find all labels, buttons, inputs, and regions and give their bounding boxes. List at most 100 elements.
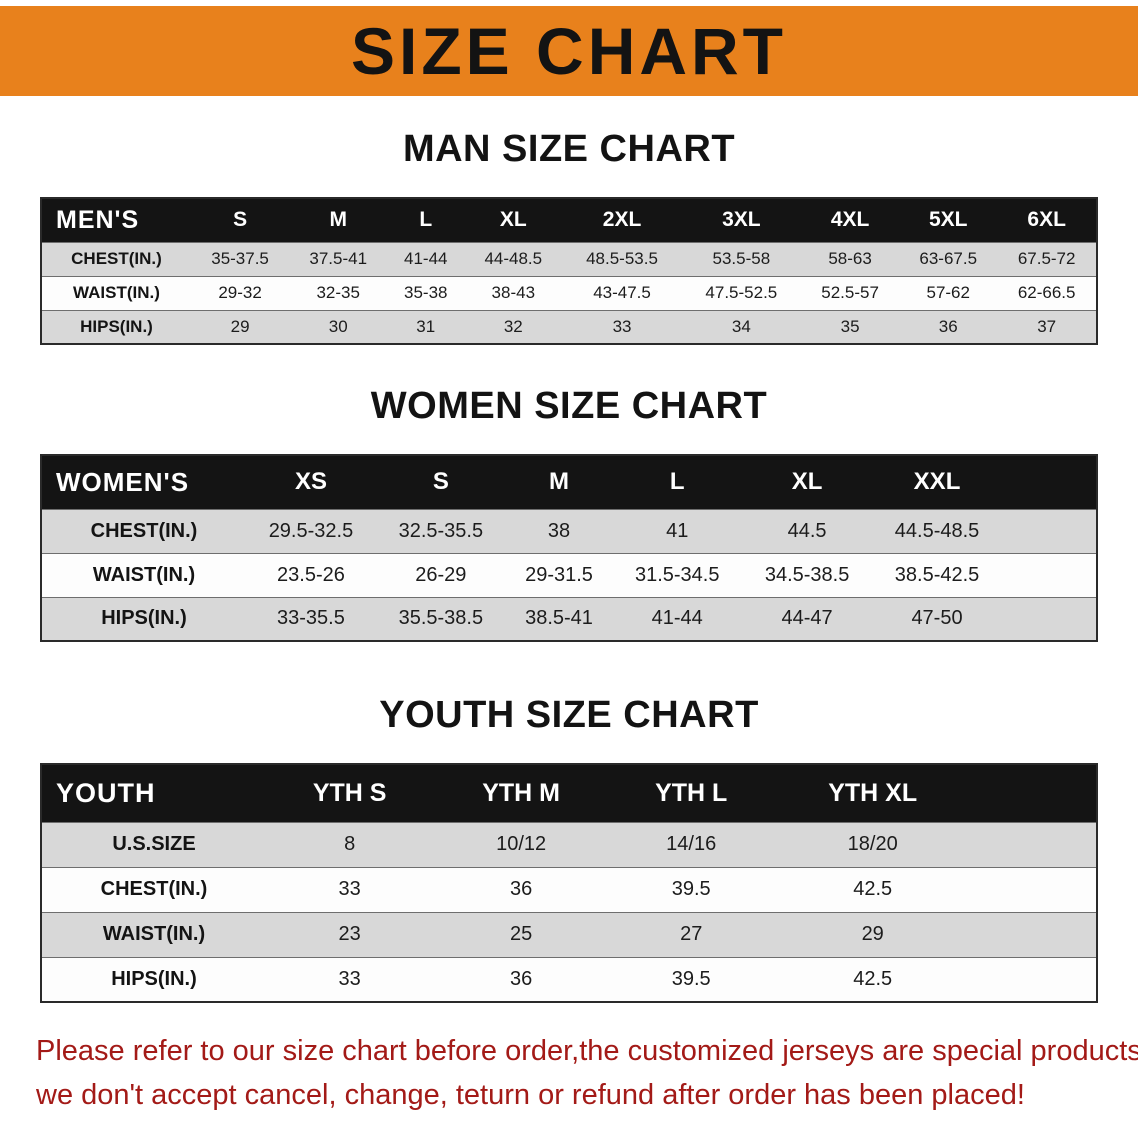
- size-value-cell: 38-43: [464, 275, 563, 310]
- filler-cell: [972, 821, 1097, 867]
- table-row: U.S.SIZE 8 10/12 14/16 18/20: [41, 821, 1097, 867]
- filler-cell: [1002, 455, 1097, 509]
- size-value-cell: 44-48.5: [464, 241, 563, 276]
- men-size-section: MAN SIZE CHART MEN'S S M L XL 2XL 3XL 4XL 5XL 6XL…: [0, 128, 1138, 345]
- order-notice: Please refer to our size chart before or…: [36, 1029, 1138, 1117]
- table-title-cell: MEN'S: [41, 198, 191, 242]
- size-column-header: 2XL: [562, 198, 682, 242]
- size-value-cell: 36: [433, 956, 610, 1002]
- size-value-cell: 14/16: [609, 821, 774, 867]
- table-row: WAIST(IN.) 23.5-26 26-29 29-31.5 31.5-34.5 34…: [41, 552, 1097, 597]
- row-label-cell: WAIST(IN.): [41, 552, 246, 597]
- size-value-cell: 41: [612, 508, 743, 553]
- size-value-cell: 31.5-34.5: [612, 552, 743, 597]
- size-column-header: 4XL: [801, 198, 900, 242]
- size-value-cell: 33: [266, 956, 434, 1002]
- size-value-cell: 42.5: [773, 956, 972, 1002]
- filler-cell: [1002, 596, 1097, 641]
- size-column-header: M: [505, 455, 613, 509]
- size-value-cell: 57-62: [899, 275, 998, 310]
- row-label-cell: CHEST(IN.): [41, 866, 266, 912]
- size-value-cell: 25: [433, 911, 610, 957]
- size-value-cell: 41-44: [387, 241, 465, 276]
- women-size-table: WOMEN'S XS S M L XL XXL CHEST(IN.) 29.5-32.5 32.5…: [40, 454, 1098, 642]
- filler-cell: [1002, 508, 1097, 553]
- table-row: WAIST(IN.) 29-32 32-35 35-38 38-43 43-47.5 47.…: [41, 275, 1097, 310]
- row-label-cell: CHEST(IN.): [41, 241, 191, 276]
- size-value-cell: 39.5: [609, 956, 774, 1002]
- size-value-cell: 37: [997, 309, 1097, 344]
- row-label-cell: HIPS(IN.): [41, 956, 266, 1002]
- size-column-header: 6XL: [997, 198, 1097, 242]
- size-value-cell: 31: [387, 309, 465, 344]
- size-value-cell: 32: [464, 309, 563, 344]
- size-column-header: S: [375, 455, 506, 509]
- table-row: HIPS(IN.) 29 30 31 32 33 34 35 36 37: [41, 309, 1097, 344]
- size-value-cell: 27: [609, 911, 774, 957]
- size-value-cell: 23.5-26: [246, 552, 376, 597]
- size-value-cell: 32.5-35.5: [375, 508, 506, 553]
- size-value-cell: 44.5-48.5: [872, 508, 1002, 553]
- size-column-header: YTH S: [266, 764, 434, 822]
- size-value-cell: 62-66.5: [997, 275, 1097, 310]
- size-value-cell: 38.5-41: [505, 596, 613, 641]
- size-column-header: XL: [464, 198, 563, 242]
- filler-cell: [972, 764, 1097, 822]
- size-value-cell: 47-50: [872, 596, 1002, 641]
- women-section-heading: WOMEN SIZE CHART: [370, 385, 768, 427]
- size-value-cell: 52.5-57: [801, 275, 900, 310]
- women-size-section: WOMEN SIZE CHART WOMEN'S XS S M L XL XXL CHEST(…: [0, 385, 1138, 642]
- size-value-cell: 29: [773, 911, 972, 957]
- size-value-cell: 58-63: [801, 241, 900, 276]
- banner-title: SIZE CHART: [351, 14, 787, 88]
- filler-cell: [972, 866, 1097, 912]
- row-label-cell: CHEST(IN.): [41, 508, 246, 553]
- table-row: CHEST(IN.) 33 36 39.5 42.5: [41, 866, 1097, 912]
- youth-section-heading: YOUTH SIZE CHART: [379, 694, 759, 736]
- size-value-cell: 42.5: [773, 866, 972, 912]
- table-row: CHEST(IN.) 35-37.5 37.5-41 41-44 44-48.5 48.5…: [41, 241, 1097, 276]
- size-value-cell: 35: [801, 309, 900, 344]
- banner: SIZE CHART: [0, 6, 1138, 96]
- size-value-cell: 63-67.5: [899, 241, 998, 276]
- table-row: HIPS(IN.) 33-35.5 35.5-38.5 38.5-41 41-44 44-…: [41, 596, 1097, 641]
- size-value-cell: 34.5-38.5: [742, 552, 873, 597]
- size-value-cell: 38: [505, 508, 613, 553]
- youth-size-section: YOUTH SIZE CHART YOUTH YTH S YTH M YTH L YTH…: [0, 694, 1138, 1003]
- men-section-heading: MAN SIZE CHART: [402, 128, 736, 170]
- row-label-cell: HIPS(IN.): [41, 309, 191, 344]
- size-value-cell: 33: [562, 309, 682, 344]
- size-value-cell: 41-44: [612, 596, 743, 641]
- size-column-header: YTH M: [433, 764, 610, 822]
- filler-cell: [1002, 552, 1097, 597]
- size-value-cell: 26-29: [375, 552, 506, 597]
- size-column-header: XS: [246, 455, 376, 509]
- size-value-cell: 33-35.5: [246, 596, 376, 641]
- size-value-cell: 10/12: [433, 821, 610, 867]
- men-size-table: MEN'S S M L XL 2XL 3XL 4XL 5XL 6XL CHEST(IN.) 35-37…: [40, 197, 1098, 345]
- size-column-header: 3XL: [681, 198, 802, 242]
- size-value-cell: 44-47: [742, 596, 873, 641]
- size-value-cell: 37.5-41: [289, 241, 388, 276]
- filler-cell: [972, 956, 1097, 1002]
- size-value-cell: 35.5-38.5: [375, 596, 506, 641]
- size-value-cell: 29.5-32.5: [246, 508, 376, 553]
- size-value-cell: 35-38: [387, 275, 465, 310]
- row-label-cell: HIPS(IN.): [41, 596, 246, 641]
- row-label-cell: U.S.SIZE: [41, 821, 266, 867]
- size-column-header: L: [387, 198, 465, 242]
- table-row: WAIST(IN.) 23 25 27 29: [41, 911, 1097, 957]
- size-value-cell: 29-31.5: [505, 552, 613, 597]
- size-value-cell: 38.5-42.5: [872, 552, 1002, 597]
- size-value-cell: 8: [266, 821, 434, 867]
- notice-line-2: we don't accept cancel, change, teturn o…: [36, 1079, 1025, 1111]
- notice-line-1: Please refer to our size chart before or…: [36, 1035, 1138, 1067]
- size-value-cell: 35-37.5: [191, 241, 290, 276]
- size-value-cell: 39.5: [609, 866, 774, 912]
- size-value-cell: 29: [191, 309, 290, 344]
- size-value-cell: 23: [266, 911, 434, 957]
- size-value-cell: 67.5-72: [997, 241, 1097, 276]
- size-value-cell: 34: [681, 309, 802, 344]
- size-column-header: YTH L: [609, 764, 774, 822]
- size-column-header: XL: [742, 455, 873, 509]
